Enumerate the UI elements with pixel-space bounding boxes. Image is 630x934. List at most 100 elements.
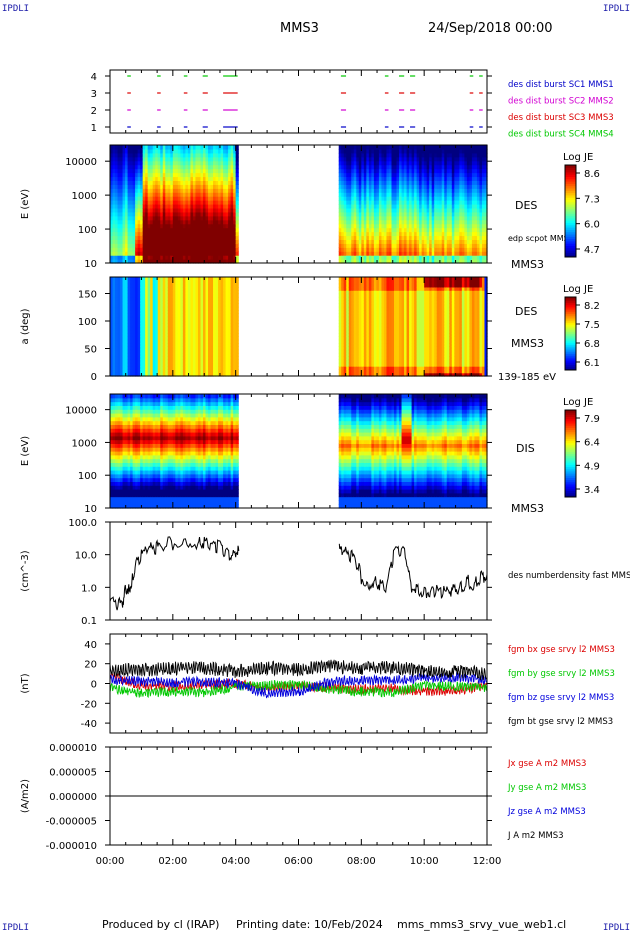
spectrogram-cell — [147, 283, 151, 288]
spectrogram-cell — [208, 219, 212, 225]
spectrogram-cell — [180, 336, 184, 341]
spectrogram-cell — [213, 251, 217, 256]
spectrogram-cell — [353, 156, 357, 162]
spectrogram-cell — [436, 184, 440, 189]
spectrogram-cell — [110, 349, 114, 354]
spectrogram-cell — [200, 313, 204, 318]
spectrogram-cell — [112, 219, 116, 225]
spectrogram-cell — [175, 184, 179, 189]
spectrogram-cell — [404, 204, 408, 209]
spectrogram-cell — [215, 280, 219, 285]
spectrogram-cell — [484, 192, 488, 197]
des-energy-colorbar-swatch — [565, 188, 576, 191]
spectrogram-cell — [411, 156, 415, 162]
spectrogram-cell — [157, 152, 161, 158]
spectrogram-cell — [147, 319, 151, 324]
spectrogram-cell — [137, 152, 141, 158]
spectrogram-cell — [165, 306, 169, 311]
spectrogram-cell — [383, 160, 388, 166]
spectrogram-cell — [197, 359, 202, 364]
spectrogram-cell — [117, 259, 121, 264]
spectrogram-cell — [419, 235, 423, 240]
spectrogram-cell — [401, 164, 405, 170]
spectrogram-cell — [182, 180, 186, 185]
spectrogram-cell — [185, 176, 189, 181]
spectrogram-cell — [160, 339, 164, 344]
spectrogram-cell — [424, 215, 428, 221]
spectrogram-cell — [220, 280, 224, 285]
spectrogram-cell — [135, 200, 139, 205]
spectrogram-cell — [135, 313, 139, 318]
spectrogram-cell — [192, 255, 197, 260]
spectrogram-cell — [441, 160, 445, 166]
spectrogram-cell — [429, 251, 433, 256]
spectrogram-cell — [202, 296, 207, 301]
spectrogram-cell — [396, 172, 400, 178]
spectrogram-cell — [449, 255, 453, 260]
spectrogram-cell — [125, 316, 129, 321]
spectrogram-cell — [122, 359, 126, 364]
spectrogram-cell — [210, 215, 214, 221]
spectrogram-cell — [130, 352, 134, 357]
spectrogram-cell — [112, 231, 116, 237]
spectrogram-cell — [110, 362, 114, 367]
spectrogram-cell — [356, 145, 360, 150]
spectrogram-cell — [122, 148, 126, 154]
spectrogram-cell — [152, 176, 156, 181]
spectrogram-cell — [459, 176, 463, 181]
spectrogram-cell — [210, 310, 214, 314]
spectrogram-cell — [446, 259, 450, 264]
spectrogram-cell — [378, 219, 383, 225]
spectrogram-cell — [223, 366, 227, 370]
spectrogram-cell — [225, 192, 229, 197]
spectrogram-cell — [132, 231, 136, 237]
spectrogram-cell — [147, 352, 151, 357]
spectrogram-cell — [152, 196, 156, 201]
spectrogram-cell — [421, 200, 425, 205]
spectrogram-cell — [466, 188, 471, 193]
spectrogram-cell — [145, 343, 149, 347]
spectrogram-cell — [215, 148, 219, 154]
spectrogram-cell — [187, 343, 192, 347]
spectrogram-cell — [135, 323, 139, 328]
spectrogram-cell — [182, 333, 186, 337]
spectrogram-cell — [461, 239, 465, 244]
spectrogram-cell — [210, 352, 214, 357]
spectrogram-cell — [152, 333, 156, 337]
spectrogram-cell — [195, 188, 199, 193]
spectrogram-cell — [162, 247, 166, 252]
spectrogram-cell — [373, 204, 378, 209]
spectrogram-cell — [147, 211, 151, 217]
spectrogram-cell — [137, 362, 141, 367]
spectrogram-cell — [137, 319, 141, 324]
spectrogram-cell — [210, 172, 214, 178]
spectrogram-cell — [338, 180, 342, 185]
spectrogram-cell — [479, 160, 483, 166]
spectrogram-cell — [381, 168, 385, 174]
spectrogram-cell — [177, 184, 181, 189]
spectrogram-cell — [125, 168, 129, 174]
spectrogram-cell — [190, 343, 194, 347]
spectrogram-cell — [135, 259, 139, 264]
spectrogram-cell — [135, 346, 139, 351]
spectrogram-cell — [137, 286, 141, 291]
spectrogram-cell — [429, 259, 433, 264]
spectrogram-cell — [401, 184, 405, 189]
spectrogram-cell — [157, 303, 161, 308]
spectrogram-cell — [162, 164, 166, 170]
spectrogram-cell — [110, 148, 114, 154]
spectrogram-cell — [162, 156, 166, 162]
spectrogram-cell — [424, 235, 428, 240]
spectrogram-cell — [399, 211, 403, 217]
spectrogram-cell — [180, 207, 184, 213]
spectrogram-cell — [142, 211, 146, 217]
spectrogram-cell — [200, 243, 204, 248]
spectrogram-cell — [215, 211, 219, 217]
spectrogram-cell — [182, 160, 186, 166]
spectrogram-cell — [125, 343, 129, 347]
spectrogram-cell — [115, 346, 119, 351]
spectrogram-cell — [152, 184, 156, 189]
spectrogram-cell — [182, 293, 186, 298]
spectrogram-cell — [200, 372, 204, 377]
spectrogram-cell — [391, 231, 395, 237]
